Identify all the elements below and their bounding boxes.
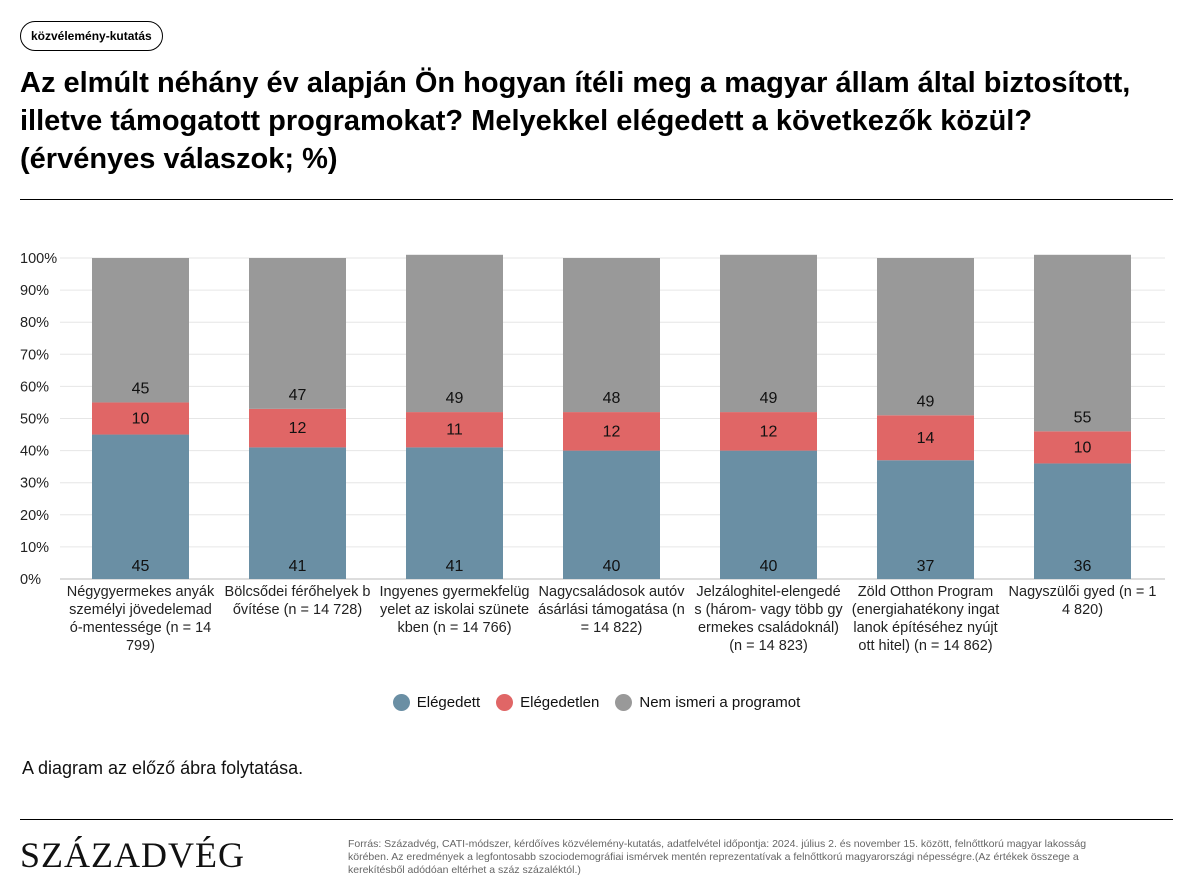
y-tick-label: 100% [20,251,57,267]
chart-title: Az elmúlt néhány év alapján Ön hogyan ít… [20,67,1131,175]
bar-segment-nem-ismeri-a-programot [406,254,503,413]
data-label: 41 [446,558,464,575]
bar-segment-nem-ismeri-a-programot [1034,254,1131,432]
data-label: 45 [132,380,150,397]
data-label: 49 [917,393,935,410]
x-tick-label: Négygyermekes anyák személyi jövedelemad… [66,584,215,654]
bar-segment-nem-ismeri-a-programot [249,258,346,409]
y-tick-label: 20% [20,508,49,524]
data-label: 10 [132,411,150,428]
bar-segment-el-gedett [249,447,346,579]
legend-swatch [392,694,410,711]
bar-segment-el-gedett [1034,463,1131,579]
bar-segment-el-gedett [406,447,503,579]
legend-item: Elégedett [392,694,481,711]
data-label: 41 [289,558,307,575]
category-badge: közvélemény-kutatás [20,21,163,51]
footer-divider [20,819,1173,820]
szazadveg-logo: SZÁZADVÉG [20,835,245,875]
bar-segment-el-gedetlen [563,412,660,451]
y-tick-label: 30% [20,476,49,492]
legend-swatch [615,694,633,711]
data-label: 12 [603,423,621,440]
chart-legend: Elégedett Elégedetlen Nem ismeri a program… [0,694,1193,711]
data-label: 49 [760,390,778,407]
y-tick-label: 10% [20,540,49,556]
source-note: Forrás: Századvég, CATI-módszer, kérdőív… [348,838,1087,876]
bar-segment-el-gedetlen [92,402,189,435]
y-tick-label: 70% [20,347,49,363]
bar-segment-nem-ismeri-a-programot [92,258,189,403]
y-tick-label: 80% [20,315,49,331]
legend-item: Elégedetlen [496,694,599,711]
legend-label: Elégedetlen [520,694,600,711]
x-tick-label: Jelzáloghitel-elengedés (három- vagy töb… [694,584,843,654]
data-label: 12 [760,423,778,440]
legend-label: Elégedett [416,694,481,711]
data-label: 37 [917,558,935,575]
legend-label: Nem ismeri a programot [639,694,801,711]
data-label: 11 [446,422,463,439]
bar-segment-el-gedetlen [1034,431,1131,464]
x-tick-label: Nagyszülői gyed (n = 14 820) [1008,584,1157,618]
y-tick-label: 40% [20,444,49,460]
y-tick-label: 0% [20,572,41,585]
bar-segment-el-gedetlen [720,412,817,451]
data-label: 40 [603,558,621,575]
data-label: 40 [760,558,778,575]
data-label: 47 [289,387,307,404]
bar-segment-nem-ismeri-a-programot [720,254,817,413]
x-tick-label: Bölcsődei férőhelyek bővítése (n = 14 72… [224,584,371,618]
x-tick-label: Ingyenes gyermekfelügyelet az iskolai sz… [379,584,530,636]
bar-segment-nem-ismeri-a-programot [563,258,660,413]
legend-swatch [496,694,514,711]
bar-segment-el-gedett [877,460,974,579]
y-tick-label: 50% [20,412,49,428]
y-tick-label: 60% [20,379,49,395]
bar-segment-el-gedett [720,450,817,579]
data-label: 45 [132,558,150,575]
bar-segment-el-gedett [563,450,660,579]
data-label: 55 [1074,409,1092,426]
legend-item: Nem ismeri a programot [615,694,800,711]
x-tick-label: Nagycsaládosok autóvásárlási támogatása … [538,584,685,636]
stacked-bar-chart: 0% 10% 20% 30% 40% 50% 60% 70% 80% 90% 100% 45 10 45 4… [20,251,1165,585]
data-label: 10 [1074,439,1092,456]
bar-segment-el-gedett [92,434,189,579]
data-label: 48 [603,390,621,407]
bar-segment-el-gedetlen [249,408,346,448]
continuation-note: A diagram az előző ábra folytatása. [22,758,304,778]
data-label: 49 [446,390,464,407]
bar-segment-el-gedetlen [877,415,974,461]
y-tick-label: 90% [20,283,49,299]
bar-segment-nem-ismeri-a-programot [877,258,974,416]
bar-segment-el-gedetlen [406,412,503,448]
data-label: 12 [289,420,307,437]
x-tick-label: Zöld Otthon Program (energiahatékony ing… [851,584,1000,654]
data-label: 36 [1074,558,1092,575]
title-divider [20,199,1173,200]
data-label: 14 [917,430,935,447]
